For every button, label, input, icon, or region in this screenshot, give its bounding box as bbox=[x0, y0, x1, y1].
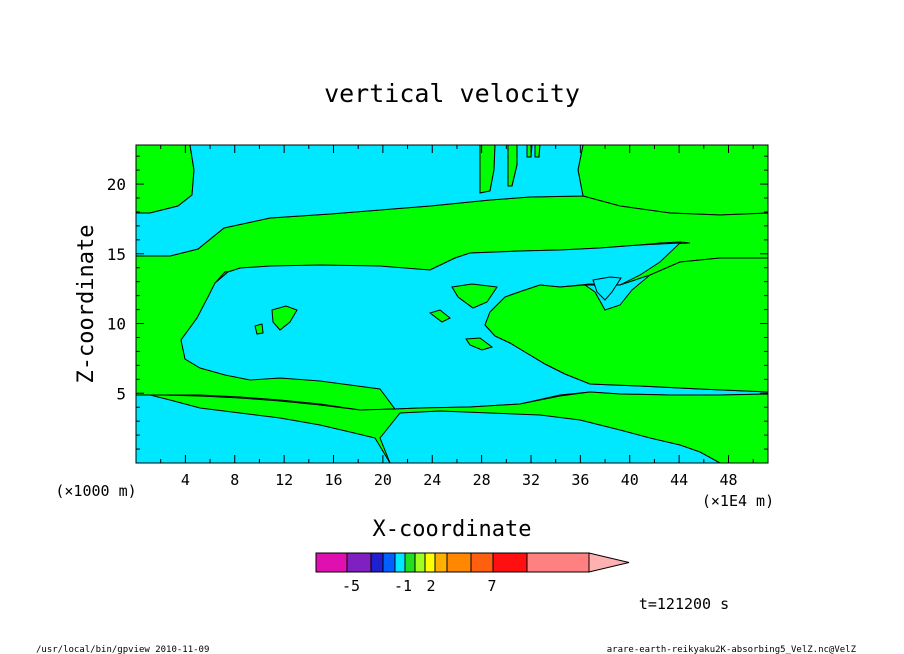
colorbar-swatch bbox=[434, 552, 448, 573]
x-tick-label: 4 bbox=[181, 471, 190, 489]
x-tick-label: 48 bbox=[719, 471, 737, 489]
colorbar-label: -1 bbox=[394, 577, 412, 595]
colorbar-swatch bbox=[414, 552, 426, 573]
colorbar-swatch bbox=[446, 552, 472, 573]
colorbar-swatch bbox=[370, 552, 384, 573]
footer-left: /usr/local/bin/gpview 2010-11-09 bbox=[36, 645, 209, 654]
contour-cyan-notch-38 bbox=[592, 276, 622, 301]
contour-green-island-28 bbox=[451, 283, 498, 309]
x-tick-label: 36 bbox=[571, 471, 589, 489]
colorbar-arrow bbox=[588, 552, 630, 573]
x-tick-label: 8 bbox=[230, 471, 239, 489]
x-tick-label: 16 bbox=[324, 471, 342, 489]
colorbar-swatch bbox=[424, 552, 436, 573]
x-tick-label: 44 bbox=[670, 471, 688, 489]
colorbar-swatch bbox=[404, 552, 416, 573]
x-axis-label: X-coordinate bbox=[373, 517, 532, 542]
colorbar-swatch bbox=[315, 552, 348, 573]
contour-green-right-lobe bbox=[484, 257, 769, 393]
colorbar-labels: -5 -1 2 7 bbox=[342, 577, 497, 595]
x-tick-label: 12 bbox=[275, 471, 293, 489]
x-tick-label: 24 bbox=[423, 471, 441, 489]
colorbar-swatch bbox=[346, 552, 372, 573]
contour-green-island-12 bbox=[271, 305, 298, 331]
colorbar-label: -5 bbox=[342, 577, 360, 595]
colorbar-swatch bbox=[382, 552, 396, 573]
plot-frame bbox=[135, 144, 769, 464]
colorbar-swatch bbox=[492, 552, 528, 573]
contour-green-island-10 bbox=[254, 323, 264, 335]
time-label: t=121200 s bbox=[639, 595, 729, 613]
y-tick-label: 15 bbox=[107, 245, 126, 264]
y-axis: 5 10 15 20 bbox=[107, 155, 768, 450]
colorbar-label: 2 bbox=[426, 577, 435, 595]
colorbar bbox=[315, 552, 630, 573]
y-tick-label: 5 bbox=[116, 384, 126, 403]
x-tick-label: 20 bbox=[374, 471, 392, 489]
contour-green-island-27 bbox=[465, 337, 494, 351]
colorbar-label: 7 bbox=[487, 577, 496, 595]
x-unit-right: (×1E4 m) bbox=[702, 492, 774, 510]
colorbar-swatch bbox=[470, 552, 494, 573]
y-axis-label: Z-coordinate bbox=[74, 225, 99, 384]
x-axis: 4 8 12 16 20 24 28 32 36 40 44 48 bbox=[160, 145, 754, 489]
y-tick-label: 10 bbox=[107, 315, 126, 334]
y-tick-label: 20 bbox=[107, 175, 126, 194]
x-unit-left: (×1000 m) bbox=[55, 482, 136, 500]
chart-title: vertical velocity bbox=[324, 79, 580, 108]
x-tick-label: 28 bbox=[473, 471, 491, 489]
x-tick-label: 32 bbox=[522, 471, 540, 489]
colorbar-swatch bbox=[394, 552, 406, 573]
plot-area bbox=[135, 144, 769, 464]
contour-green-island-25 bbox=[428, 309, 451, 323]
colorbar-swatch bbox=[526, 552, 590, 573]
x-tick-label: 40 bbox=[621, 471, 639, 489]
footer-right: arare-earth-reikyaku2K-absorbing5_VelZ.n… bbox=[607, 645, 857, 654]
